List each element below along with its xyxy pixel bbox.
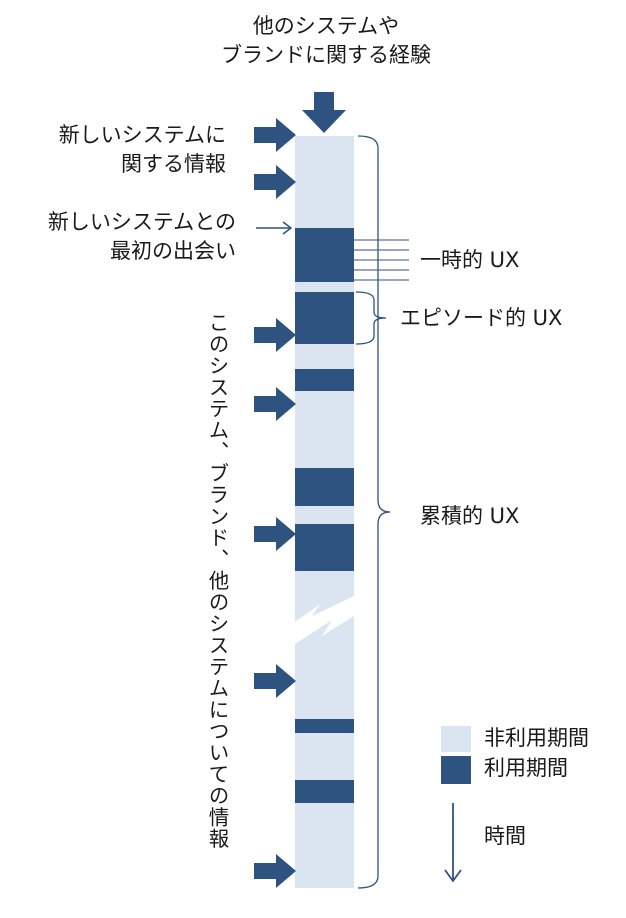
top-arrow xyxy=(302,92,346,133)
legend-swatch-non-use xyxy=(441,726,471,752)
use-period-3 xyxy=(295,369,354,391)
momentary-lines xyxy=(354,239,409,281)
time-arrow xyxy=(444,803,462,883)
use-period-1 xyxy=(295,228,354,282)
legend-use-label: 利用期間 xyxy=(484,756,568,780)
cumulative-bracket xyxy=(357,135,391,889)
use-period-5 xyxy=(295,524,354,571)
info-arrows xyxy=(254,118,296,888)
first-encounter-label: 新しいシステムとの 最初の出会い xyxy=(0,208,236,266)
momentary-ux-label: 一時的 UX xyxy=(420,248,520,272)
info-new-system-line1: 新しいシステムに xyxy=(58,123,226,147)
use-period-4 xyxy=(295,468,354,506)
info-arrow-6 xyxy=(254,664,296,698)
episodic-ux-label: エピソード的 UX xyxy=(400,306,563,330)
info-arrow-7 xyxy=(254,854,296,888)
legend-non-use-label: 非利用期間 xyxy=(484,726,589,750)
timeline-break xyxy=(295,596,354,644)
top-label-line2: ブランドに関する経験 xyxy=(221,43,431,67)
legend-swatch-use xyxy=(441,756,471,784)
info-arrow-2 xyxy=(254,165,296,199)
info-new-system-label: 新しいシステムに 関する情報 xyxy=(0,121,226,179)
top-label-line1: 他のシステムや xyxy=(252,14,400,38)
info-arrow-3 xyxy=(254,318,296,352)
info-new-system-line2: 関する情報 xyxy=(121,152,226,176)
top-label: 他のシステムや ブランドに関する経験 xyxy=(190,12,462,70)
first-encounter-line1: 新しいシステムとの xyxy=(47,210,236,234)
first-encounter-line2: 最初の出会い xyxy=(110,239,236,263)
info-arrow-4 xyxy=(254,387,296,421)
first-encounter-arrow xyxy=(256,221,293,235)
legend-time-label: 時間 xyxy=(484,824,526,848)
episodic-bracket xyxy=(355,291,387,345)
vertical-info-label: このシステム、ブランド、他のシステムについての情報 xyxy=(205,312,229,850)
use-period-6 xyxy=(295,719,354,733)
info-arrow-5 xyxy=(254,517,296,551)
cumulative-ux-label: 累積的 UX xyxy=(420,504,520,528)
use-period-7 xyxy=(295,780,354,803)
info-arrow-1 xyxy=(254,118,296,152)
use-period-2 xyxy=(295,292,354,344)
